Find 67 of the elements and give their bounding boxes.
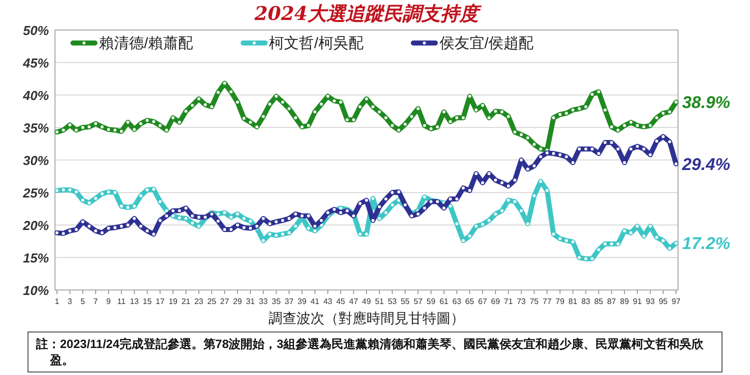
text: 註：2023/11/24完成登記參選。第78波開始，3組參選為民進黨賴清德和蕭美琴、國民黨侯友宜和趙少康、民眾黨柯文哲和吳欣盈。 <box>35 337 704 367</box>
y-tick-label: 35% <box>22 120 50 136</box>
x-tick-label: 7 <box>93 297 98 306</box>
x-tick-label: 37 <box>284 297 294 306</box>
x-tick-label: 31 <box>246 297 256 306</box>
x-tick-label: 73 <box>516 297 526 306</box>
x-tick-label: 21 <box>181 297 191 306</box>
y-tick-label: 40% <box>22 88 50 103</box>
x-tick-label: 87 <box>607 297 617 306</box>
x-tick-label: 55 <box>400 297 410 306</box>
x-tick-label: 15 <box>142 297 152 306</box>
x-tick-label: 41 <box>310 297 320 306</box>
x-tick-label: 23 <box>194 297 204 306</box>
x-axis-title: 調查波次（對應時間見甘特圖） <box>268 310 464 326</box>
x-tick-label: 85 <box>594 297 604 306</box>
x-tick-label: 69 <box>491 297 500 306</box>
y-tick-label: 10% <box>22 283 50 298</box>
x-tick-label: 17 <box>156 297 166 306</box>
x-tick-label: 25 <box>207 297 217 306</box>
x-tick-label: 39 <box>298 297 308 306</box>
x-tick-label: 93 <box>646 297 656 306</box>
y-tick-label: 20% <box>22 218 50 233</box>
x-tick-label: 33 <box>258 297 268 306</box>
x-tick-label: 5 <box>80 297 86 306</box>
x-tick-label: 57 <box>414 297 424 306</box>
x-tick-label: 53 <box>388 297 398 306</box>
x-tick-label: 89 <box>620 297 630 306</box>
x-tick-label: 61 <box>439 297 449 306</box>
x-tick-label: 75 <box>530 297 540 306</box>
x-tick-label: 91 <box>632 297 642 306</box>
x-tick-label: 9 <box>106 297 112 306</box>
x-tick-label: 49 <box>362 297 372 306</box>
data-label: 29.4% <box>681 154 730 174</box>
chart-title: 2024大選追蹤民調支持度 <box>254 3 482 25</box>
x-tick-label: 59 <box>426 297 436 306</box>
x-tick-label: 83 <box>581 297 591 306</box>
x-tick-label: 71 <box>504 297 514 306</box>
x-tick-label: 51 <box>374 297 384 306</box>
x-tick-label: 19 <box>168 297 178 306</box>
x-tick-label: 47 <box>349 297 359 306</box>
y-tick-label: 25% <box>22 186 50 200</box>
x-tick-label: 13 <box>130 297 140 306</box>
data-label: 38.9% <box>682 93 730 112</box>
y-tick-label: 15% <box>22 250 50 266</box>
x-tick-label: 45 <box>336 297 346 306</box>
data-label: 17.2% <box>682 234 730 254</box>
x-tick-label: 29 <box>233 297 243 306</box>
x-tick-label: 35 <box>272 297 282 306</box>
legend-label: 賴清德/賴蕭配 <box>99 35 194 52</box>
x-tick-label: 81 <box>568 297 578 306</box>
x-tick-label: 97 <box>672 297 682 306</box>
x-tick-label: 63 <box>452 297 462 306</box>
legend-label: 柯文哲/柯吳配 <box>269 35 364 52</box>
x-tick-label: 95 <box>658 297 668 306</box>
x-tick-label: 11 <box>117 297 126 306</box>
x-tick-label: 1 <box>54 297 60 306</box>
x-tick-label: 77 <box>542 297 552 306</box>
x-tick-label: 27 <box>220 297 230 306</box>
x-tick-label: 67 <box>478 297 488 306</box>
y-tick-label: 50% <box>22 23 50 38</box>
y-tick-label: 30% <box>22 153 50 168</box>
x-tick-label: 79 <box>556 297 565 306</box>
y-tick-label: 45% <box>22 56 50 70</box>
x-tick-label: 43 <box>323 297 333 306</box>
legend-label: 侯友宜/侯趙配 <box>439 35 534 52</box>
x-tick-label: 65 <box>465 297 475 306</box>
x-tick-label: 3 <box>68 297 73 306</box>
